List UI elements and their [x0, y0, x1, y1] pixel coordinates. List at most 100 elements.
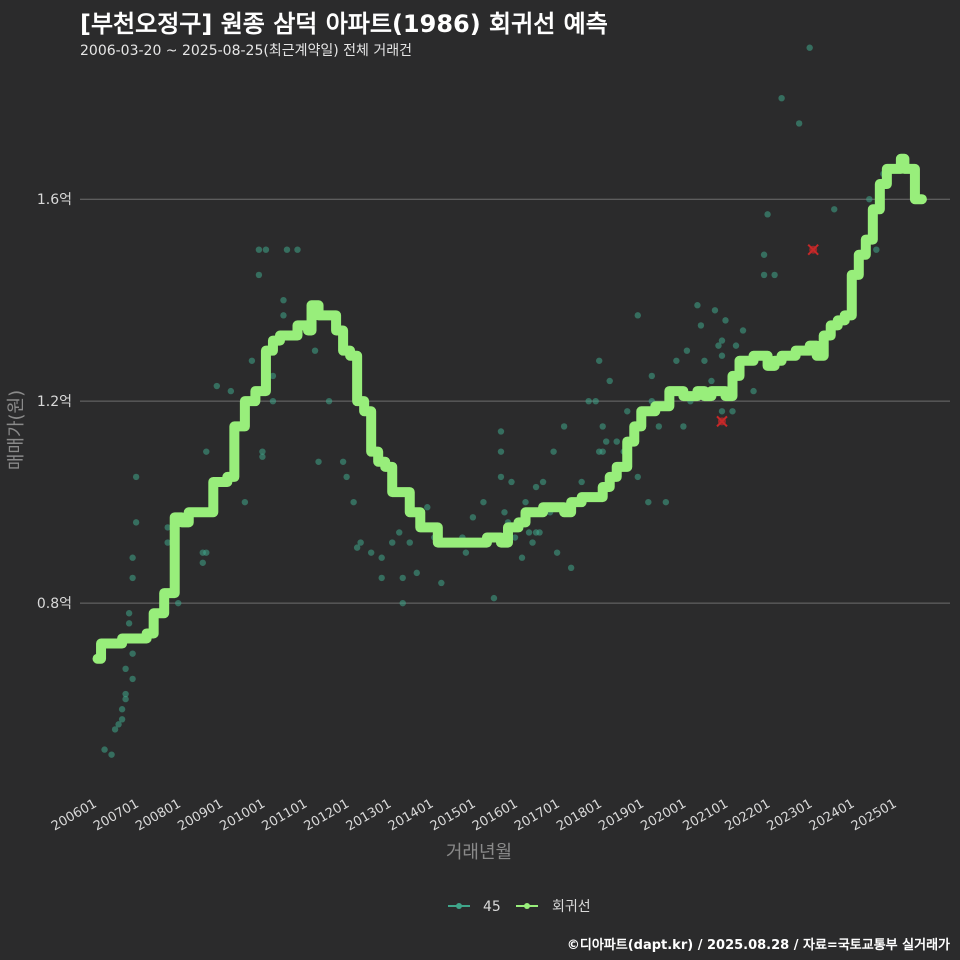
data-point [529, 539, 536, 546]
data-point [367, 549, 375, 556]
data-point [536, 529, 543, 536]
x-tick-label: 201401 [386, 796, 436, 834]
data-point [203, 448, 210, 455]
data-point [129, 650, 136, 657]
outlier-marker [807, 243, 819, 256]
data-point [732, 342, 740, 349]
data-point [697, 322, 705, 329]
x-axis-title: 거래년월 [446, 842, 512, 863]
data-point [175, 599, 182, 607]
data-point [259, 448, 266, 455]
legend-label-45: 45 [483, 899, 501, 915]
chart-title: [부천오정구] 원종 삼덕 아파트(1986) 회귀선 예측 [80, 10, 608, 38]
data-point [760, 251, 768, 258]
data-point [497, 428, 505, 435]
data-point [662, 498, 670, 506]
data-point [315, 458, 322, 465]
data-point [248, 357, 256, 364]
data-point [339, 458, 347, 465]
data-point [280, 312, 287, 319]
data-point [283, 246, 291, 253]
data-point [311, 347, 319, 354]
data-point [497, 448, 505, 455]
data-point [599, 423, 606, 430]
data-point [399, 599, 406, 607]
data-point [592, 397, 599, 405]
data-point [294, 246, 301, 253]
y-axis-title: 매매가(원) [6, 390, 27, 470]
data-point [350, 498, 357, 506]
chart-subtitle: 2006-03-20 ~ 2025-08-25(최근계약일) 전체 거래건 [80, 43, 412, 59]
data-point [164, 524, 171, 531]
y-tick-label: 0.8억 [37, 596, 72, 612]
y-tick-label: 1.2억 [37, 394, 72, 410]
x-tick-label: 202501 [849, 796, 899, 834]
data-point [511, 534, 519, 541]
x-tick-label: 200801 [133, 796, 183, 834]
x-tick-label: 201101 [260, 796, 310, 834]
data-point [634, 473, 641, 481]
data-point [122, 695, 129, 703]
data-point [771, 271, 778, 279]
data-point [715, 342, 722, 349]
data-point [164, 539, 171, 546]
data-point [764, 211, 771, 218]
x-tick-label: 201201 [302, 796, 352, 834]
data-point [118, 716, 126, 723]
x-tick-label: 201801 [554, 796, 604, 834]
data-point [132, 519, 140, 526]
data-point [118, 706, 126, 713]
data-point [550, 448, 557, 455]
data-point [115, 721, 122, 728]
x-tick-label: 200901 [175, 796, 225, 834]
data-point [606, 377, 613, 385]
data-point [585, 397, 592, 405]
data-point [255, 271, 263, 279]
data-point [462, 549, 470, 556]
legend-label-regression: 회귀선 [552, 899, 591, 915]
data-point [701, 357, 708, 364]
data-point [129, 574, 136, 582]
y-tick-label: 1.6억 [37, 192, 72, 208]
x-tick-label: 202201 [723, 796, 773, 834]
x-tick-label: 201301 [344, 796, 394, 834]
data-point [378, 574, 385, 582]
data-point [718, 408, 726, 415]
data-point [399, 574, 406, 582]
source-caption: ©디아파트(dapt.kr) / 2025.08.28 / 자료=국토교통부 실… [566, 938, 950, 953]
data-point [694, 302, 701, 309]
data-point [595, 357, 603, 364]
data-point [490, 594, 498, 602]
data-point [469, 514, 477, 521]
data-point [501, 509, 508, 516]
data-point [406, 539, 413, 546]
legend-swatch-regression-dot [524, 903, 530, 909]
data-point [269, 372, 277, 380]
data-point [525, 529, 533, 536]
data-point [613, 438, 620, 445]
data-point [532, 483, 540, 491]
x-tick-label: 201001 [217, 796, 267, 834]
data-point [553, 549, 561, 556]
data-point [132, 473, 140, 481]
legend-swatch-45-dot [456, 903, 462, 909]
data-point [560, 423, 568, 430]
x-tick-label: 201501 [428, 796, 478, 834]
data-point [357, 539, 364, 546]
data-point [125, 610, 133, 617]
data-point [729, 408, 736, 415]
data-point [831, 206, 838, 213]
data-point [680, 423, 687, 430]
data-point [255, 246, 263, 253]
data-point [711, 307, 719, 314]
data-point [673, 357, 680, 364]
data-point [760, 271, 768, 279]
data-point [739, 327, 747, 334]
data-point [101, 746, 108, 753]
data-point [108, 751, 115, 758]
data-point [396, 529, 403, 536]
outlier-marker [716, 415, 728, 428]
data-point [129, 675, 136, 683]
data-point [259, 453, 266, 460]
